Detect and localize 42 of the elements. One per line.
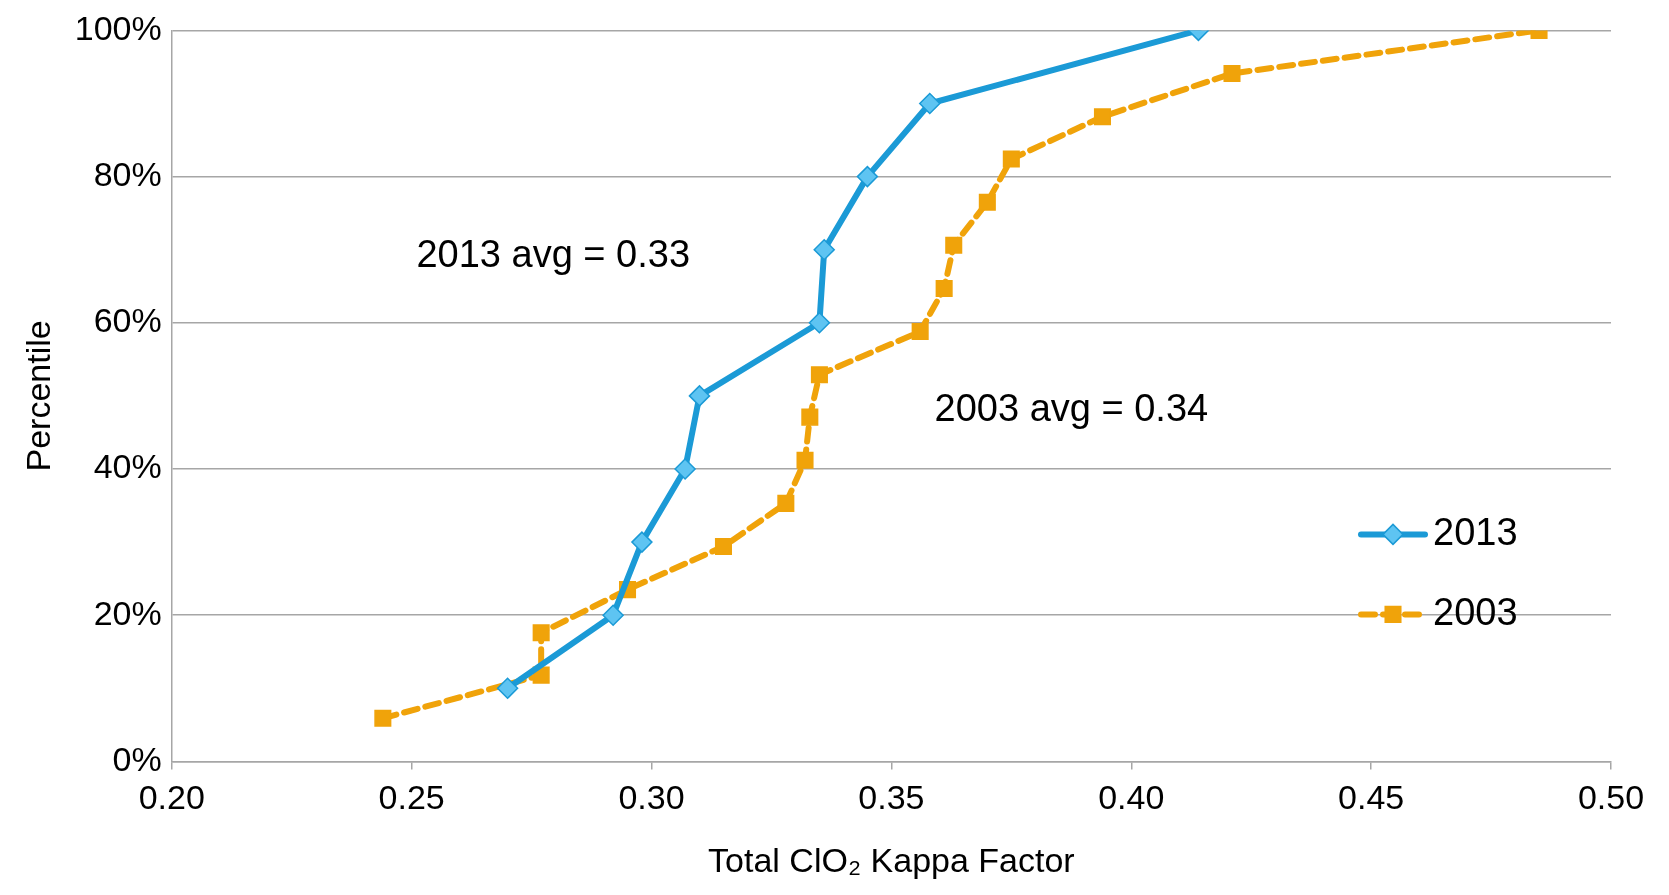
- point: [688, 385, 711, 407]
- point: [674, 458, 696, 480]
- y-axis-title: Percentile: [18, 320, 57, 472]
- legend-label: 2013: [1433, 510, 1518, 553]
- x-axis-title: Total ClO₂ Kappa Factor: [708, 840, 1075, 879]
- point: [978, 193, 996, 211]
- x-tick-label: 0.20: [138, 778, 205, 817]
- point: [856, 165, 879, 188]
- y-tick-label: 0%: [112, 739, 162, 778]
- point: [945, 236, 963, 254]
- x-tick-label: 0.40: [1098, 778, 1165, 817]
- point: [602, 604, 624, 626]
- point: [532, 624, 550, 642]
- point: [374, 709, 392, 727]
- point: [796, 451, 814, 469]
- annotation: 2003 avg = 0.34: [934, 387, 1209, 429]
- point: [911, 323, 929, 341]
- y-tick-label: 100%: [74, 8, 162, 47]
- x-tick-label: 0.25: [378, 778, 445, 817]
- point: [714, 537, 732, 556]
- y-tick-label: 20%: [93, 593, 162, 632]
- y-tick-label: 60%: [93, 301, 162, 340]
- x-tick-label: 0.30: [618, 778, 685, 817]
- x-tick-label: 0.35: [858, 778, 925, 817]
- annotation: 2013 avg = 0.33: [416, 233, 691, 276]
- y-tick-label: 40%: [93, 447, 162, 486]
- y-tick-label: 80%: [93, 154, 162, 193]
- point: [1223, 65, 1241, 83]
- point: [631, 531, 653, 553]
- point: [935, 279, 953, 297]
- point: [808, 312, 831, 334]
- point: [777, 494, 795, 512]
- x-tick-label: 0.45: [1338, 778, 1405, 817]
- point: [1093, 108, 1111, 126]
- point: [919, 92, 941, 115]
- point: [1002, 150, 1020, 168]
- legend-label: 2003: [1433, 590, 1518, 633]
- x-tick-label: 0.50: [1577, 778, 1645, 817]
- point: [496, 677, 519, 700]
- point: [810, 366, 828, 384]
- point: [801, 408, 819, 426]
- point: [813, 238, 835, 261]
